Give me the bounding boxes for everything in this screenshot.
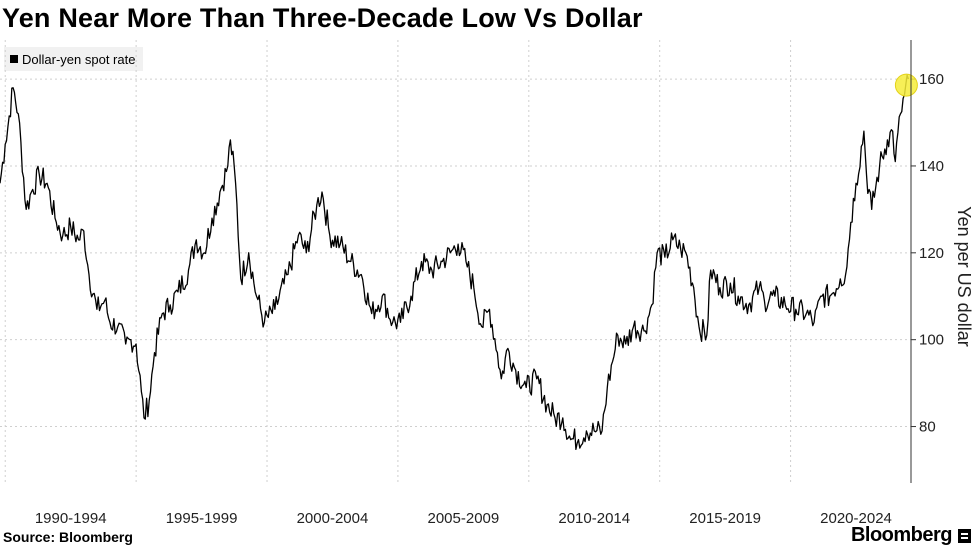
y-tick-label-120: 120: [919, 245, 944, 262]
brand-name: Bloomberg: [850, 524, 953, 546]
x-tick-label-1995: 1995-1999: [166, 510, 238, 527]
grid: [0, 40, 911, 483]
legend: Dollar-yen spot rate: [4, 47, 144, 71]
legend-label: Dollar-yen spot rate: [22, 51, 136, 67]
y-axis-label: Yen per US dollar: [954, 206, 974, 346]
y-tick-label-100: 100: [919, 332, 944, 349]
y-tick-label-140: 140: [919, 158, 944, 175]
chart-title: Yen Near More Than Three-Decade Low Vs D…: [2, 3, 643, 33]
legend-swatch: [10, 55, 18, 63]
x-tick-label-2020: 2020-2024: [820, 510, 892, 527]
y-tick-labels: 80 100 120 140 160: [911, 71, 944, 436]
bloomberg-terminal-icon: [958, 528, 971, 543]
source-note: Source: Bloomberg: [3, 529, 133, 545]
x-tick-label-2000: 2000-2004: [297, 510, 369, 527]
brand-logo: Bloomberg: [851, 524, 971, 547]
x-tick-label-1990: 1990-1994: [35, 510, 107, 527]
x-tick-label-2005: 2005-2009: [427, 510, 499, 527]
x-tick-label-2015: 2015-2019: [689, 510, 761, 527]
latest-value-highlight: [894, 73, 918, 97]
x-tick-labels: 1990-1994 1995-1999 2000-2004 2005-2009 2010…: [35, 510, 892, 527]
y-tick-label-80: 80: [919, 419, 936, 436]
x-tick-label-2010: 2010-2014: [558, 510, 630, 527]
y-tick-label-160: 160: [919, 71, 944, 88]
series-line-dollar-yen: [0, 74, 910, 451]
